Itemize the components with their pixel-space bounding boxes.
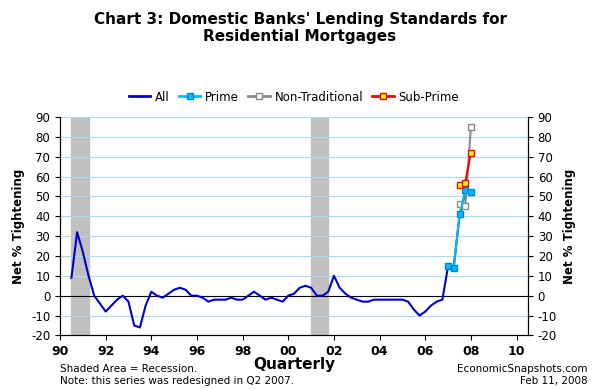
Bar bbox=[71, 117, 89, 335]
Text: Shaded Area = Recession.
Note: this series was redesigned in Q2 2007.: Shaded Area = Recession. Note: this seri… bbox=[60, 365, 294, 386]
Text: Chart 3: Domestic Banks' Lending Standards for
Residential Mortgages: Chart 3: Domestic Banks' Lending Standar… bbox=[94, 12, 506, 44]
Y-axis label: Net % Tightening: Net % Tightening bbox=[13, 168, 25, 284]
Legend: All, Prime, Non-Traditional, Sub-Prime: All, Prime, Non-Traditional, Sub-Prime bbox=[124, 86, 464, 108]
Text: Quarterly: Quarterly bbox=[253, 358, 335, 372]
Y-axis label: Net % Tightening: Net % Tightening bbox=[563, 168, 575, 284]
Text: EconomicSnapshots.com
Feb 11, 2008: EconomicSnapshots.com Feb 11, 2008 bbox=[458, 365, 588, 386]
Bar bbox=[311, 117, 328, 335]
